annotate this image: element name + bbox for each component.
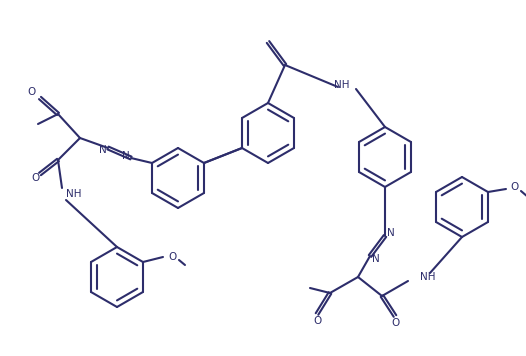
- Text: N: N: [99, 145, 107, 155]
- Text: O: O: [28, 87, 36, 97]
- Text: O: O: [511, 182, 519, 192]
- Text: NH: NH: [66, 189, 82, 199]
- Text: N: N: [387, 228, 395, 238]
- Text: O: O: [391, 318, 399, 328]
- Text: O: O: [169, 252, 177, 262]
- Text: O: O: [32, 173, 40, 183]
- Text: NH: NH: [334, 80, 350, 90]
- Text: N: N: [372, 254, 380, 264]
- Text: N: N: [122, 151, 130, 161]
- Text: NH: NH: [420, 272, 436, 282]
- Text: O: O: [313, 316, 321, 326]
